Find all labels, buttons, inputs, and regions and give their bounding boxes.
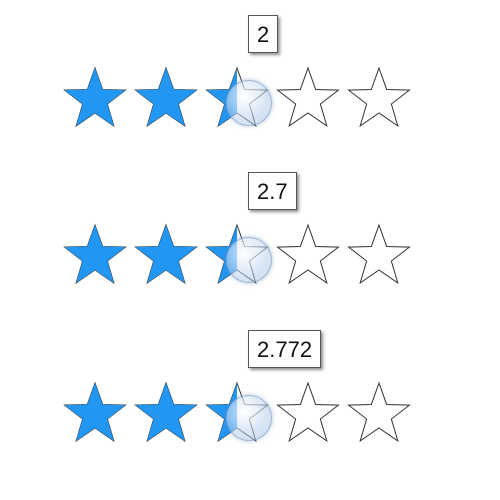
star-5[interactable]	[346, 66, 412, 133]
star-icon	[134, 381, 198, 443]
star-4[interactable]	[275, 66, 341, 133]
star-icon	[63, 66, 127, 128]
star-5[interactable]	[346, 381, 412, 448]
star-icon	[276, 223, 340, 285]
star-2[interactable]	[133, 223, 199, 290]
slider-thumb[interactable]	[226, 237, 272, 283]
star-icon	[276, 66, 340, 128]
star-icon	[134, 66, 198, 128]
star-row[interactable]	[0, 381, 500, 452]
star-2[interactable]	[133, 66, 199, 133]
star-icon	[276, 381, 340, 443]
star-icon	[347, 66, 411, 128]
slider-thumb[interactable]	[226, 395, 272, 441]
star-row[interactable]	[0, 223, 500, 294]
star-icon	[134, 223, 198, 285]
value-tooltip: 2.772	[248, 330, 322, 368]
star-icon	[347, 223, 411, 285]
star-5[interactable]	[346, 223, 412, 290]
value-tooltip: 2	[248, 15, 279, 53]
star-icon	[63, 223, 127, 285]
star-icon	[63, 381, 127, 443]
star-1[interactable]	[62, 223, 128, 290]
value-tooltip: 2.7	[248, 172, 297, 210]
star-4[interactable]	[275, 223, 341, 290]
slider-thumb[interactable]	[226, 80, 272, 126]
rating-bar-1[interactable]: 2	[0, 15, 500, 165]
star-1[interactable]	[62, 66, 128, 133]
star-4[interactable]	[275, 381, 341, 448]
rating-bar-3[interactable]: 2.772	[0, 330, 500, 480]
rating-bar-2[interactable]: 2.7	[0, 172, 500, 322]
star-row[interactable]	[0, 66, 500, 137]
star-1[interactable]	[62, 381, 128, 448]
star-icon	[347, 381, 411, 443]
star-2[interactable]	[133, 381, 199, 448]
